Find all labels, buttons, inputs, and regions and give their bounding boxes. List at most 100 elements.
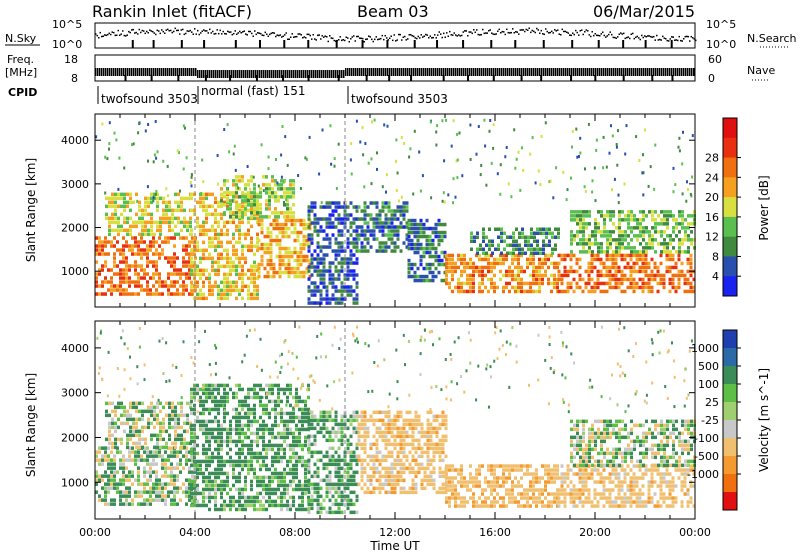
data-cell bbox=[247, 208, 250, 213]
scatter-cell bbox=[154, 120, 157, 123]
data-cell bbox=[535, 289, 538, 294]
nave-bar bbox=[487, 68, 489, 76]
data-cell bbox=[274, 179, 277, 183]
data-cell bbox=[113, 264, 116, 268]
data-cell bbox=[229, 447, 232, 452]
noise-point bbox=[660, 39, 662, 41]
data-cell bbox=[104, 502, 107, 506]
data-cell bbox=[271, 475, 274, 480]
noise-point bbox=[509, 32, 511, 34]
data-cell bbox=[316, 265, 320, 269]
data-cell bbox=[214, 471, 217, 476]
data-cell bbox=[597, 226, 600, 230]
data-cell bbox=[563, 253, 567, 258]
data-cell bbox=[396, 205, 400, 209]
data-cell bbox=[295, 423, 298, 428]
scatter-cell bbox=[608, 151, 611, 155]
data-cell bbox=[256, 288, 259, 293]
data-cell bbox=[105, 212, 108, 217]
data-cell bbox=[164, 458, 167, 462]
data-cell bbox=[244, 232, 247, 237]
nave-bar bbox=[483, 68, 485, 76]
data-cell bbox=[633, 234, 636, 238]
noise-point bbox=[471, 32, 473, 35]
data-cell bbox=[325, 269, 329, 273]
data-cell bbox=[681, 218, 684, 222]
data-cell bbox=[147, 405, 150, 410]
data-cell bbox=[211, 435, 214, 440]
data-cell bbox=[226, 272, 229, 277]
data-cell bbox=[217, 483, 220, 488]
data-cell bbox=[265, 475, 268, 480]
data-cell bbox=[125, 478, 128, 482]
data-cell bbox=[159, 220, 162, 225]
data-cell bbox=[352, 241, 356, 245]
data-cell bbox=[511, 273, 514, 278]
nave-bar bbox=[95, 68, 97, 76]
data-cell bbox=[153, 425, 156, 430]
nave-bar bbox=[547, 68, 549, 76]
data-cell bbox=[117, 425, 120, 430]
data-cell bbox=[271, 447, 274, 452]
data-cell bbox=[188, 482, 191, 486]
noise-point bbox=[536, 27, 538, 30]
data-cell bbox=[638, 257, 642, 262]
data-cell bbox=[116, 284, 119, 288]
data-cell bbox=[656, 273, 660, 278]
data-cell bbox=[177, 437, 180, 442]
data-cell bbox=[199, 423, 202, 428]
data-cell bbox=[416, 266, 420, 271]
data-cell bbox=[244, 395, 247, 400]
data-cell bbox=[313, 265, 317, 269]
data-cell bbox=[220, 439, 223, 444]
data-cell bbox=[158, 486, 161, 490]
scatter-cell bbox=[429, 120, 432, 124]
data-cell bbox=[111, 228, 114, 233]
data-cell bbox=[214, 208, 217, 213]
data-cell bbox=[469, 285, 472, 290]
data-cell bbox=[202, 447, 205, 452]
noise-point bbox=[450, 34, 452, 36]
data-cell bbox=[582, 246, 585, 250]
data-cell bbox=[176, 256, 179, 260]
noise-point bbox=[560, 34, 562, 36]
data-cell bbox=[639, 222, 642, 226]
data-cell bbox=[457, 281, 460, 286]
data-cell bbox=[663, 238, 666, 242]
data-cell bbox=[542, 247, 545, 251]
data-cell bbox=[402, 241, 406, 245]
data-cell bbox=[390, 217, 394, 221]
noise-point bbox=[176, 29, 178, 32]
nave-bar bbox=[455, 68, 457, 76]
data-cell bbox=[217, 288, 220, 293]
data-cell bbox=[98, 462, 101, 466]
data-cell bbox=[256, 220, 259, 225]
data-cell bbox=[556, 281, 559, 286]
data-cell bbox=[322, 269, 326, 273]
data-cell bbox=[503, 239, 506, 243]
noise-point bbox=[299, 33, 301, 35]
data-cell bbox=[125, 288, 128, 292]
data-cell bbox=[235, 252, 238, 257]
noise-point bbox=[524, 30, 526, 33]
data-cell bbox=[262, 483, 265, 488]
data-cell bbox=[241, 244, 244, 249]
nave-bar bbox=[231, 70, 233, 78]
noise-point bbox=[618, 33, 620, 35]
data-cell bbox=[548, 231, 551, 235]
data-cell bbox=[202, 411, 205, 416]
data-cell bbox=[322, 245, 326, 249]
data-cell bbox=[681, 214, 684, 218]
noise-point bbox=[693, 38, 695, 40]
data-cell bbox=[654, 226, 657, 230]
data-cell bbox=[518, 243, 521, 247]
data-cell bbox=[122, 236, 125, 240]
data-cell bbox=[247, 183, 250, 187]
nave-bar bbox=[681, 68, 683, 76]
data-cell bbox=[337, 241, 341, 245]
data-cell bbox=[189, 216, 192, 221]
data-cell bbox=[134, 244, 137, 248]
data-cell bbox=[316, 269, 320, 273]
noise-point bbox=[678, 35, 680, 38]
data-cell bbox=[328, 213, 332, 217]
